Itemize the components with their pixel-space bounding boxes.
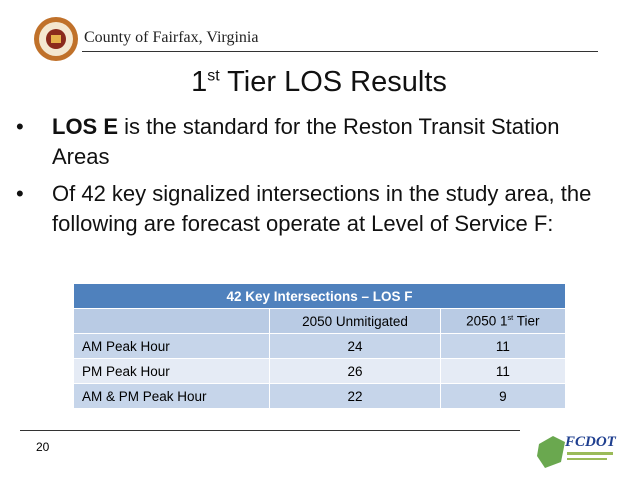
cell-value: 22 [269,383,441,409]
cell-value: 24 [269,333,441,359]
table-row: AM Peak Hour 24 11 [72,333,567,359]
header-rule [82,51,598,52]
cell-value: 9 [439,383,567,409]
county-seal [34,17,78,61]
bullet-text: is the standard for the Reston Transit S… [52,114,560,169]
fcdot-logo: FCDOT [537,434,617,468]
row-label: AM & PM Peak Hour [72,383,271,409]
cell-value: 11 [439,333,567,359]
page-number: 20 [36,440,50,454]
bullet: LOS E is the standard for the Reston Tra… [14,112,614,172]
bullet-list: LOS E is the standard for the Reston Tra… [14,112,614,246]
header-sup: st [507,313,514,323]
cell-value: 26 [269,358,441,384]
slide-title: 1st Tier LOS Results [0,66,638,99]
los-table: 42 Key Intersections – LOS F 2050 Unmiti… [72,283,567,409]
bullet-bold: LOS E [52,114,119,139]
cell-value: 11 [439,358,567,384]
header-text: 2050 1 [466,313,508,329]
logo-text: FCDOT [564,434,617,450]
column-header: 2050 1st Tier [439,308,567,334]
title-sup: st [207,67,220,85]
org-name: County of Fairfax, Virginia [84,29,259,46]
row-label: AM Peak Hour [72,333,271,359]
table-title: 42 Key Intersections – LOS F [73,283,566,309]
bullet: Of 42 key signalized intersections in th… [14,179,614,239]
table-row: PM Peak Hour 26 11 [72,358,567,384]
column-header [72,308,271,334]
title-text: 1 [191,66,208,98]
footer-rule [20,430,520,431]
bullet-text: Of 42 key signalized intersections in th… [52,181,592,236]
header-text: Tier [513,313,540,329]
row-label: PM Peak Hour [72,358,271,384]
table-row: AM & PM Peak Hour 22 9 [72,383,567,409]
column-header: 2050 Unmitigated [269,308,441,334]
title-text: Tier LOS Results [219,66,447,98]
